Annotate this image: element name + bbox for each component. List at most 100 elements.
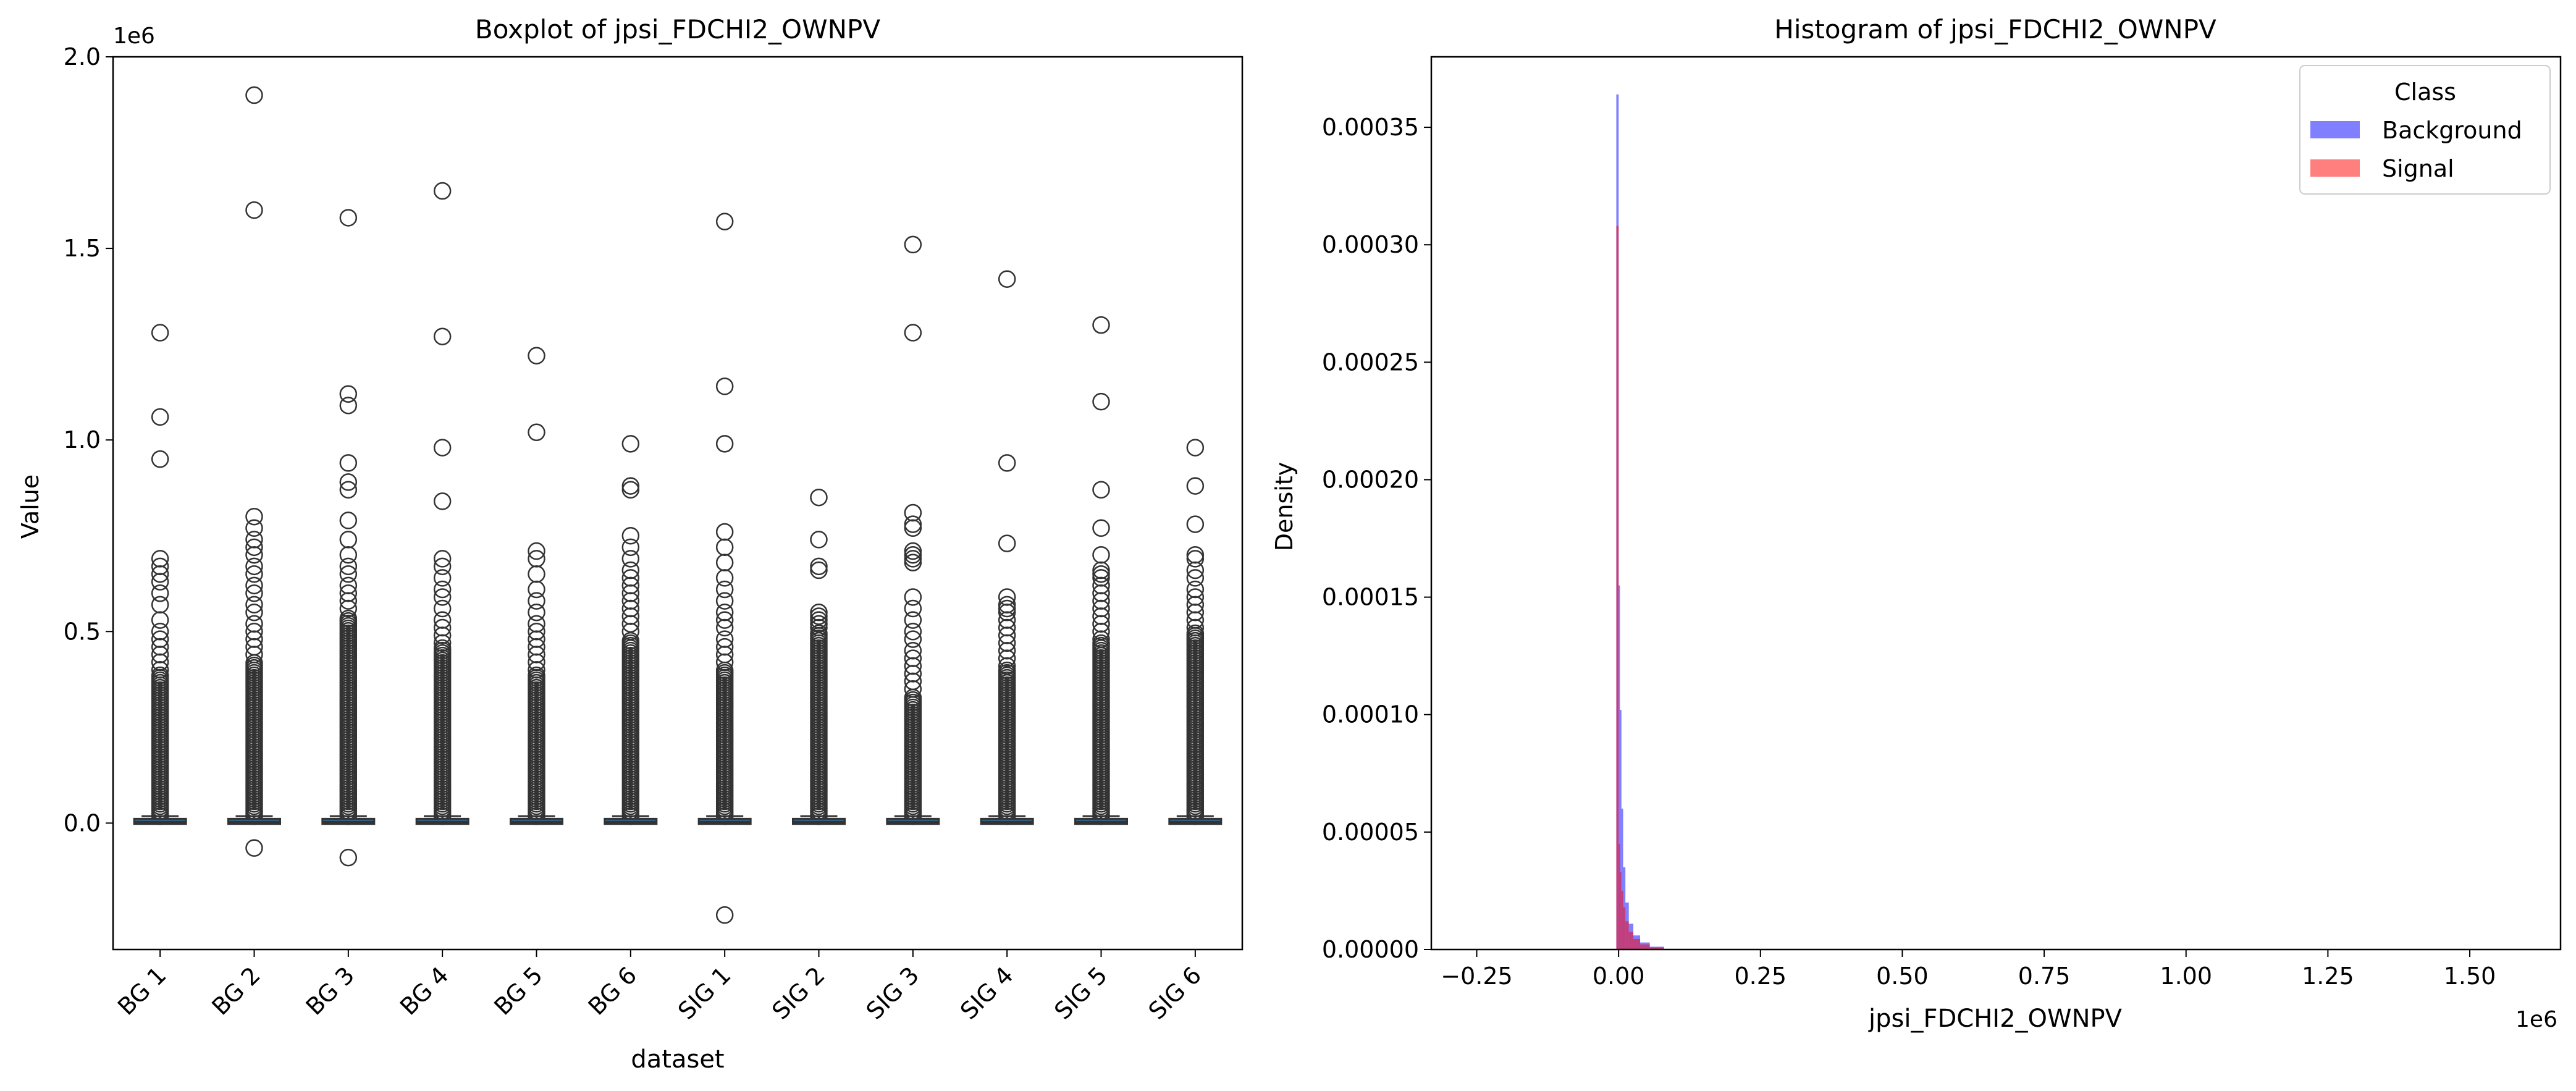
boxplot-flier xyxy=(998,599,1016,618)
boxplot-flier xyxy=(904,542,922,560)
boxplot-flier xyxy=(715,538,734,557)
boxplot-flier xyxy=(998,534,1016,552)
histogram-y-tick-label: 0.00010 xyxy=(1322,701,1419,728)
boxplot-dense-fliers xyxy=(1186,624,1205,825)
boxplot-dense-fliers xyxy=(904,688,922,825)
boxplot-x-tick-label: BG 1 xyxy=(112,961,172,1021)
boxplot-flier xyxy=(245,565,263,583)
boxplot-flier xyxy=(904,611,922,629)
boxplot-y-tick-label: 1.5 xyxy=(64,235,101,262)
boxplot-flier xyxy=(715,523,734,541)
boxplot-box-group xyxy=(133,324,187,825)
boxplot-flier xyxy=(904,672,922,691)
histogram-series-signal xyxy=(1616,225,1664,950)
boxplot-box-group xyxy=(697,213,752,924)
boxplot-dense-fliers xyxy=(810,624,828,825)
boxplot-flier xyxy=(245,603,263,621)
histogram-y-axis-label: Density xyxy=(1271,462,1298,551)
boxplot-flier xyxy=(528,653,545,672)
boxplot-flier xyxy=(1092,565,1110,583)
legend-label-signal: Signal xyxy=(2382,155,2454,182)
boxplot-flier xyxy=(151,573,169,591)
boxplot-flier xyxy=(245,538,263,557)
histogram-bar xyxy=(1616,225,1619,950)
boxplot-flier xyxy=(339,592,358,610)
boxplot-flier xyxy=(433,439,452,457)
boxplot-flier xyxy=(715,554,734,571)
boxplot-x-tick-label: BG 4 xyxy=(395,961,454,1021)
boxplot-x-ticks: BG 1 BG 2 BG 3 BG 4 BG 5 BG 6 SIG 1 SIG 2 SIG 3 S… xyxy=(112,950,1206,1025)
boxplot-flier xyxy=(151,666,169,685)
boxplot-flier xyxy=(1186,439,1205,457)
boxplot-x-tick-label: BG 6 xyxy=(583,961,642,1021)
boxplot-box-group xyxy=(510,347,563,825)
boxplot-flier xyxy=(528,347,545,364)
boxplot-dense-fliers xyxy=(621,631,640,825)
boxplot-flier xyxy=(810,561,828,579)
boxplot-flier xyxy=(621,538,640,557)
histogram-x-tick-label: −0.25 xyxy=(1441,963,1512,990)
boxplot-flier xyxy=(715,435,734,453)
boxplot-flier xyxy=(904,324,922,342)
boxplot-flier xyxy=(621,481,640,499)
boxplot-flier xyxy=(810,488,828,507)
boxplot-flier xyxy=(1186,561,1205,579)
boxplot-box-group xyxy=(321,209,376,867)
boxplot-flier xyxy=(715,906,734,924)
boxplot-flier xyxy=(715,646,734,663)
boxplot-box-group xyxy=(415,182,469,825)
histogram-y-tick-label: 0.00005 xyxy=(1322,819,1419,846)
boxplot-flier xyxy=(433,634,452,652)
boxplot-dense-fliers xyxy=(151,666,169,825)
boxplot-flier xyxy=(1186,618,1205,637)
boxplot-x-tick-label: SIG 1 xyxy=(673,961,736,1025)
boxplot-x-tick-label: BG 5 xyxy=(489,961,548,1021)
boxplot-flier xyxy=(621,477,640,495)
boxplot-flier xyxy=(1092,546,1110,564)
boxplot-flier xyxy=(245,507,263,526)
boxplot-flier xyxy=(810,557,828,576)
boxplot-flier xyxy=(1186,611,1205,629)
boxplot-flier xyxy=(715,618,734,637)
boxplot-box-group xyxy=(792,488,846,825)
boxplot-flier xyxy=(245,646,263,663)
boxplot-flier xyxy=(528,592,545,610)
boxplot-flier xyxy=(151,584,169,602)
boxplot-flier xyxy=(810,531,828,549)
boxplot-flier xyxy=(528,580,545,599)
boxplot-flier xyxy=(151,408,169,426)
boxplot-flier xyxy=(245,839,263,857)
boxplot-x-tick-label: BG 3 xyxy=(301,961,360,1021)
boxplot-flier xyxy=(245,638,263,656)
boxplot-dense-fliers xyxy=(433,639,452,825)
boxplot-plot-frame xyxy=(112,56,1244,951)
boxplot-flier xyxy=(339,473,358,491)
histogram-bar xyxy=(1628,932,1634,950)
boxplot-flier xyxy=(998,270,1016,288)
boxplot-flier xyxy=(810,624,828,642)
histogram-y-tick-label: 0.00030 xyxy=(1322,231,1419,258)
boxplot-flier xyxy=(715,569,734,587)
boxplot-x-tick-label: SIG 6 xyxy=(1143,961,1207,1025)
histogram-panel: Histogram of jpsi_FDCHI2_OWNPV 1e6 Densi… xyxy=(1271,14,2562,1033)
boxplot-flier xyxy=(433,599,452,618)
boxplot-flier xyxy=(245,557,263,576)
boxplot-flier xyxy=(151,324,169,342)
histogram-bar xyxy=(1620,872,1622,950)
boxplot-y-axis-label: Value xyxy=(17,474,44,539)
histogram-x-tick-label: 1.25 xyxy=(2302,963,2354,990)
boxplot-flier xyxy=(433,580,452,599)
boxplot-flier xyxy=(621,631,640,650)
boxplot-flier xyxy=(810,611,828,629)
boxplot-flier xyxy=(1092,623,1110,641)
legend-frame xyxy=(2299,65,2551,195)
boxplot-dense-fliers xyxy=(998,661,1016,825)
boxplot-flier xyxy=(1092,634,1110,652)
boxplot-flier xyxy=(151,450,169,468)
histogram-y-tick-label: 0.00025 xyxy=(1322,348,1419,376)
boxplot-flier xyxy=(715,377,734,395)
boxplot-flier xyxy=(904,235,922,254)
boxplot-flier xyxy=(621,615,640,633)
boxplot-flier xyxy=(339,848,358,867)
boxplot-flier xyxy=(151,661,169,679)
